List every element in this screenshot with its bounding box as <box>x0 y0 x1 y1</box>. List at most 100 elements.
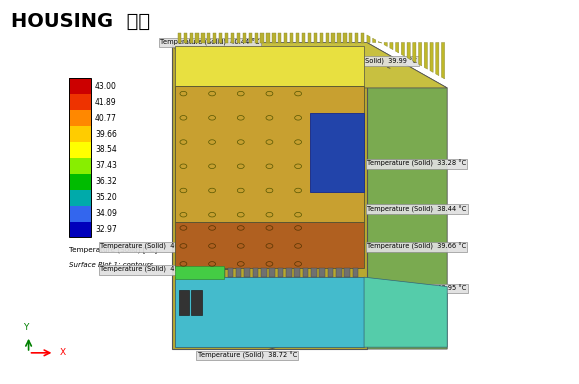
Polygon shape <box>373 38 376 43</box>
FancyBboxPatch shape <box>290 33 294 43</box>
Polygon shape <box>367 35 370 43</box>
Text: Temperature (Solid)  38.72 °C: Temperature (Solid) 38.72 °C <box>198 346 297 359</box>
FancyBboxPatch shape <box>310 113 364 192</box>
FancyBboxPatch shape <box>325 33 329 43</box>
FancyBboxPatch shape <box>272 33 276 43</box>
Polygon shape <box>172 43 447 88</box>
Polygon shape <box>364 277 447 347</box>
Polygon shape <box>407 43 410 60</box>
FancyBboxPatch shape <box>175 222 364 268</box>
FancyBboxPatch shape <box>353 268 358 277</box>
FancyBboxPatch shape <box>361 33 364 43</box>
FancyBboxPatch shape <box>69 126 90 142</box>
FancyBboxPatch shape <box>336 268 342 277</box>
FancyBboxPatch shape <box>236 268 241 277</box>
Text: 41.89: 41.89 <box>95 98 117 107</box>
FancyBboxPatch shape <box>331 33 335 43</box>
Polygon shape <box>390 43 393 50</box>
FancyBboxPatch shape <box>343 33 346 43</box>
FancyBboxPatch shape <box>308 33 311 43</box>
Text: Temperature (Solid)  40.95 °C: Temperature (Solid) 40.95 °C <box>367 285 466 292</box>
Text: Temperature (Solid)  40.44 °C: Temperature (Solid) 40.44 °C <box>160 39 260 50</box>
FancyBboxPatch shape <box>211 268 217 277</box>
FancyBboxPatch shape <box>172 43 367 349</box>
FancyBboxPatch shape <box>201 33 204 43</box>
FancyBboxPatch shape <box>179 290 189 315</box>
Polygon shape <box>441 43 445 79</box>
Polygon shape <box>379 41 382 43</box>
FancyBboxPatch shape <box>248 33 252 43</box>
FancyBboxPatch shape <box>178 33 181 43</box>
FancyBboxPatch shape <box>69 190 90 205</box>
FancyBboxPatch shape <box>255 33 258 43</box>
FancyBboxPatch shape <box>244 268 250 277</box>
Polygon shape <box>401 43 405 56</box>
Text: Temperature (Solid)  39.66 °C: Temperature (Solid) 39.66 °C <box>367 243 466 250</box>
Text: Temperature (Solid) [°C]: Temperature (Solid) [°C] <box>69 247 157 254</box>
FancyBboxPatch shape <box>266 33 270 43</box>
FancyBboxPatch shape <box>237 33 240 43</box>
FancyBboxPatch shape <box>69 110 90 126</box>
Polygon shape <box>384 43 387 46</box>
FancyBboxPatch shape <box>296 33 299 43</box>
FancyBboxPatch shape <box>338 33 340 43</box>
FancyBboxPatch shape <box>295 268 300 277</box>
FancyBboxPatch shape <box>69 78 90 94</box>
Text: Temperature (Solid)  38.44 °C: Temperature (Solid) 38.44 °C <box>367 205 466 213</box>
FancyBboxPatch shape <box>175 277 364 347</box>
FancyBboxPatch shape <box>69 222 90 237</box>
FancyBboxPatch shape <box>219 268 225 277</box>
Text: 43.00: 43.00 <box>95 82 117 91</box>
Polygon shape <box>436 43 439 76</box>
FancyBboxPatch shape <box>189 33 193 43</box>
FancyBboxPatch shape <box>261 268 266 277</box>
FancyBboxPatch shape <box>186 268 192 277</box>
FancyBboxPatch shape <box>178 268 183 277</box>
FancyBboxPatch shape <box>303 268 308 277</box>
Text: Temperature (Solid)  40.56 °C: Temperature (Solid) 40.56 °C <box>100 243 229 250</box>
Text: 32.97: 32.97 <box>95 225 117 234</box>
FancyBboxPatch shape <box>278 33 281 43</box>
FancyBboxPatch shape <box>261 33 263 43</box>
Text: 34.09: 34.09 <box>95 209 117 218</box>
Text: 36.32: 36.32 <box>95 177 117 186</box>
FancyBboxPatch shape <box>278 268 283 277</box>
Text: 38.54: 38.54 <box>95 146 117 154</box>
Polygon shape <box>419 43 422 66</box>
FancyBboxPatch shape <box>311 268 317 277</box>
FancyBboxPatch shape <box>320 268 325 277</box>
Text: HOUSING  정면: HOUSING 정면 <box>12 12 151 31</box>
FancyBboxPatch shape <box>69 94 90 110</box>
Text: Temperature (Solid)  39.99 °C: Temperature (Solid) 39.99 °C <box>318 58 417 68</box>
FancyBboxPatch shape <box>203 268 208 277</box>
FancyBboxPatch shape <box>69 142 90 158</box>
Text: 35.20: 35.20 <box>95 193 117 202</box>
Text: X: X <box>60 348 66 358</box>
Text: Temperature (Solid)  33.28 °C: Temperature (Solid) 33.28 °C <box>367 160 466 167</box>
Text: Temperature (Solid)  41.37 °C: Temperature (Solid) 41.37 °C <box>100 266 229 273</box>
FancyBboxPatch shape <box>184 33 187 43</box>
FancyBboxPatch shape <box>345 268 350 277</box>
Polygon shape <box>413 43 416 63</box>
FancyBboxPatch shape <box>269 268 275 277</box>
Text: 37.43: 37.43 <box>95 161 117 170</box>
Polygon shape <box>367 43 447 349</box>
FancyBboxPatch shape <box>320 33 323 43</box>
FancyBboxPatch shape <box>253 268 258 277</box>
Text: 39.66: 39.66 <box>95 129 117 139</box>
Text: Surface Plot 1: contours: Surface Plot 1: contours <box>69 262 153 268</box>
FancyBboxPatch shape <box>225 33 228 43</box>
FancyBboxPatch shape <box>228 268 233 277</box>
Text: 40.77: 40.77 <box>95 114 117 123</box>
Polygon shape <box>395 43 399 53</box>
FancyBboxPatch shape <box>302 33 305 43</box>
Polygon shape <box>424 43 427 69</box>
FancyBboxPatch shape <box>69 205 90 222</box>
FancyBboxPatch shape <box>243 33 246 43</box>
FancyBboxPatch shape <box>196 33 199 43</box>
FancyBboxPatch shape <box>175 86 364 222</box>
FancyBboxPatch shape <box>219 33 222 43</box>
Text: Y: Y <box>23 323 28 332</box>
FancyBboxPatch shape <box>69 158 90 174</box>
FancyBboxPatch shape <box>355 33 358 43</box>
